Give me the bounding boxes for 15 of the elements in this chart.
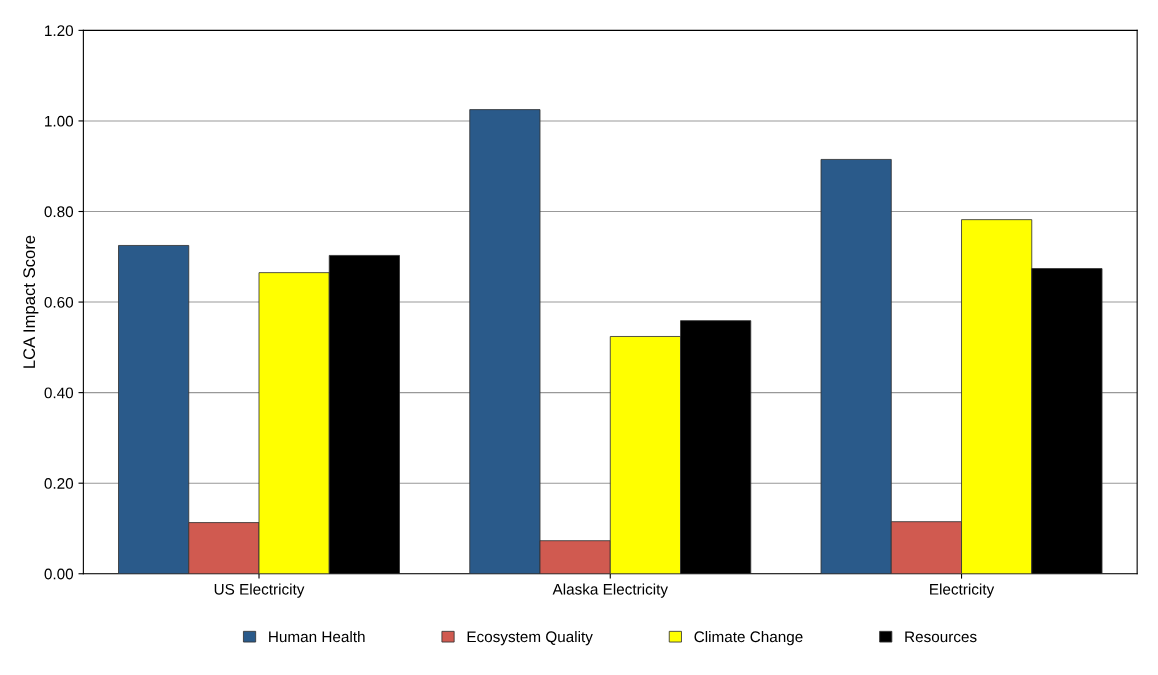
legend-label: Climate Change <box>694 630 803 646</box>
y-axis-title: LCA Impact Score <box>23 235 39 368</box>
y-tick-label: 0.40 <box>44 387 74 399</box>
y-tick-label: 1.20 <box>45 25 74 37</box>
x-tick-label: US Electricity <box>214 583 305 598</box>
y-tick-label: 0.20 <box>44 478 74 489</box>
legend-label: Human Health <box>269 630 365 643</box>
y-tick-label: 0.00 <box>44 568 74 580</box>
y-tick-label: 0.80 <box>44 206 74 218</box>
legend-label: Resources <box>905 631 977 643</box>
legend-label: Ecosystem Quality <box>467 630 593 646</box>
y-tick-label: 1.00 <box>45 115 74 127</box>
y-tick-label: 0.60 <box>44 296 74 308</box>
x-tick-label: Alaska Electricity <box>552 583 668 598</box>
x-tick-label: Electricity <box>930 583 995 598</box>
